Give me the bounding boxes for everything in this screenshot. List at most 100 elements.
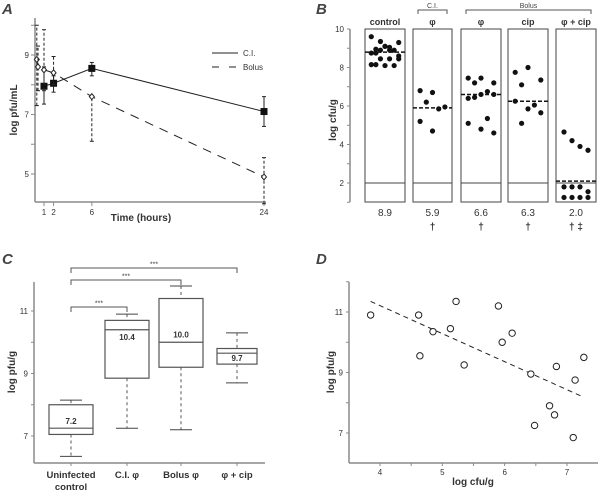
panel-c-tag: C [2,251,14,268]
panel-d-ylabel: log pfu/g [326,351,337,393]
panel-b-data-point [391,62,397,69]
panel-b-data-point [561,194,567,201]
panel-c-x-tick-label: φ + cip [221,470,253,481]
panel-c-median-label: 10.4 [119,333,135,342]
panel-b-ylabel: log cfu/g [328,99,339,141]
panel-b-data-point [436,106,442,112]
panel-a-series-ci-line [43,67,265,113]
panel-b-data-point [386,56,393,62]
panel-b-data-point [368,34,374,40]
panel-a-point-bolus [50,69,57,77]
panel-c-significance-bracket [70,306,128,312]
panel-b-data-point [382,43,388,49]
panel-b-data-point [377,38,384,45]
panel-c-median-label: 7.2 [65,417,77,426]
panel-b-data-point [429,89,436,96]
panel-c-significance-label: *** [150,262,158,269]
panel-b-data-point [531,102,538,108]
panel-b-data-point [417,118,423,124]
panel-b-group-box [507,28,549,203]
panel-b-significance-marker: † [430,222,436,233]
panel-a-point-bolus [34,63,42,71]
panel-a-legend: C.I. Bolus [212,49,263,72]
panel-a-y-tick-label: 5 [25,170,30,179]
panel-d-data-point [494,302,503,310]
panel-d-x-tick-label: 5 [440,468,445,477]
panel-d-data-point [580,353,588,362]
panel-c-significance-bracket [70,267,238,273]
panel-d-data-point [571,376,579,384]
panel-a-x-tick-label: 6 [90,208,95,217]
panel-a-series-bolus-line [36,59,265,178]
panel-d-x-tick-label: 7 [565,468,570,477]
panel-d-data-point [429,327,437,336]
panel-c-box [158,297,204,368]
panel-b-significance-marker: † [478,222,484,233]
panel-b-category-label: φ [478,17,485,27]
panel-b-data-point [368,62,374,68]
panel-b-data-point [561,184,567,190]
panel-c-significance-label: *** [122,274,130,281]
panel-b-data-point [519,82,525,88]
panel-b-data-point [491,130,497,136]
panel-d-data-point [530,421,539,430]
panel-b-y-tick-label: 4 [340,141,345,150]
panel-b-tag: B [316,1,327,18]
panel-b-group-bracket [417,9,448,14]
panel-a-x-tick-label: 2 [51,208,56,217]
panel-c-y-tick-label: 11 [20,307,29,316]
panel-d-data-point [414,311,423,319]
panel-c-box [216,347,258,365]
panel-b-data-point [423,99,429,105]
panel-b-data-point [478,75,484,81]
panel-b-group-label: C.I. [427,3,438,10]
panel-b-group-bracket [465,9,592,14]
panel-d-tag: D [316,251,327,268]
panel-c-y-tick-label: 7 [24,432,29,441]
panel-b-data-point [525,64,531,71]
panel-b-category-label: control [370,17,401,27]
panel-d-y-tick-label: 9 [339,369,344,378]
panel-b-group-box [555,28,597,203]
panel-b: B log cfu/g 2 4 6 8 10 C.I. Bolus control 8.9 φ 5.… [316,1,597,233]
panel-b-data-point [465,120,471,126]
panel-d-data-point [366,311,375,319]
panel-d-data-point [552,362,561,371]
panel-c-median-label: 10.0 [173,330,189,339]
panel-c-box [104,319,150,379]
panel-b-data-point [368,50,374,56]
panel-a-y-tick-label: 9 [25,51,30,60]
panel-b-median-value: 5.9 [426,208,440,219]
panel-b-group-box [412,28,453,203]
panel-b-data-point [465,95,471,101]
panel-a-point-bolus [40,66,48,74]
panel-a-y-tick-label: 7 [25,111,30,120]
panel-b-group-box [364,28,406,203]
panel-d-x-tick-label: 4 [378,468,383,477]
panel-b-category-label: φ + cip [561,17,591,27]
panel-b-data-point [382,62,388,69]
panel-b-data-point [396,56,402,62]
panel-b-data-point [478,126,484,132]
panel-a-point-bolus [88,92,95,101]
panel-d-y-tick-label: 7 [339,429,344,438]
panel-b-median-value: 2.0 [569,208,583,219]
panel-d-y-tick-label: 11 [335,308,344,317]
panel-a-point-ci [88,64,96,72]
panel-d-data-point [527,370,535,378]
panel-b-data-point [569,184,575,190]
panel-d-data-point [446,324,455,333]
panel-a-point-bolus [260,173,268,181]
panel-b-y-tick-label: 2 [340,179,345,188]
panel-b-data-point [377,56,384,62]
panel-b-data-point [569,194,575,201]
panel-a-tag: A [1,1,13,18]
panel-a-xlabel: Time (hours) [111,213,171,224]
panel-b-data-point [373,46,379,52]
panel-d-data-point [498,338,506,346]
panel-b-category-label: φ [429,17,436,27]
panel-b-data-point [484,115,490,122]
panel-a-point-ci [260,108,268,116]
panel-c-ylabel: log pfu/g [7,351,18,393]
